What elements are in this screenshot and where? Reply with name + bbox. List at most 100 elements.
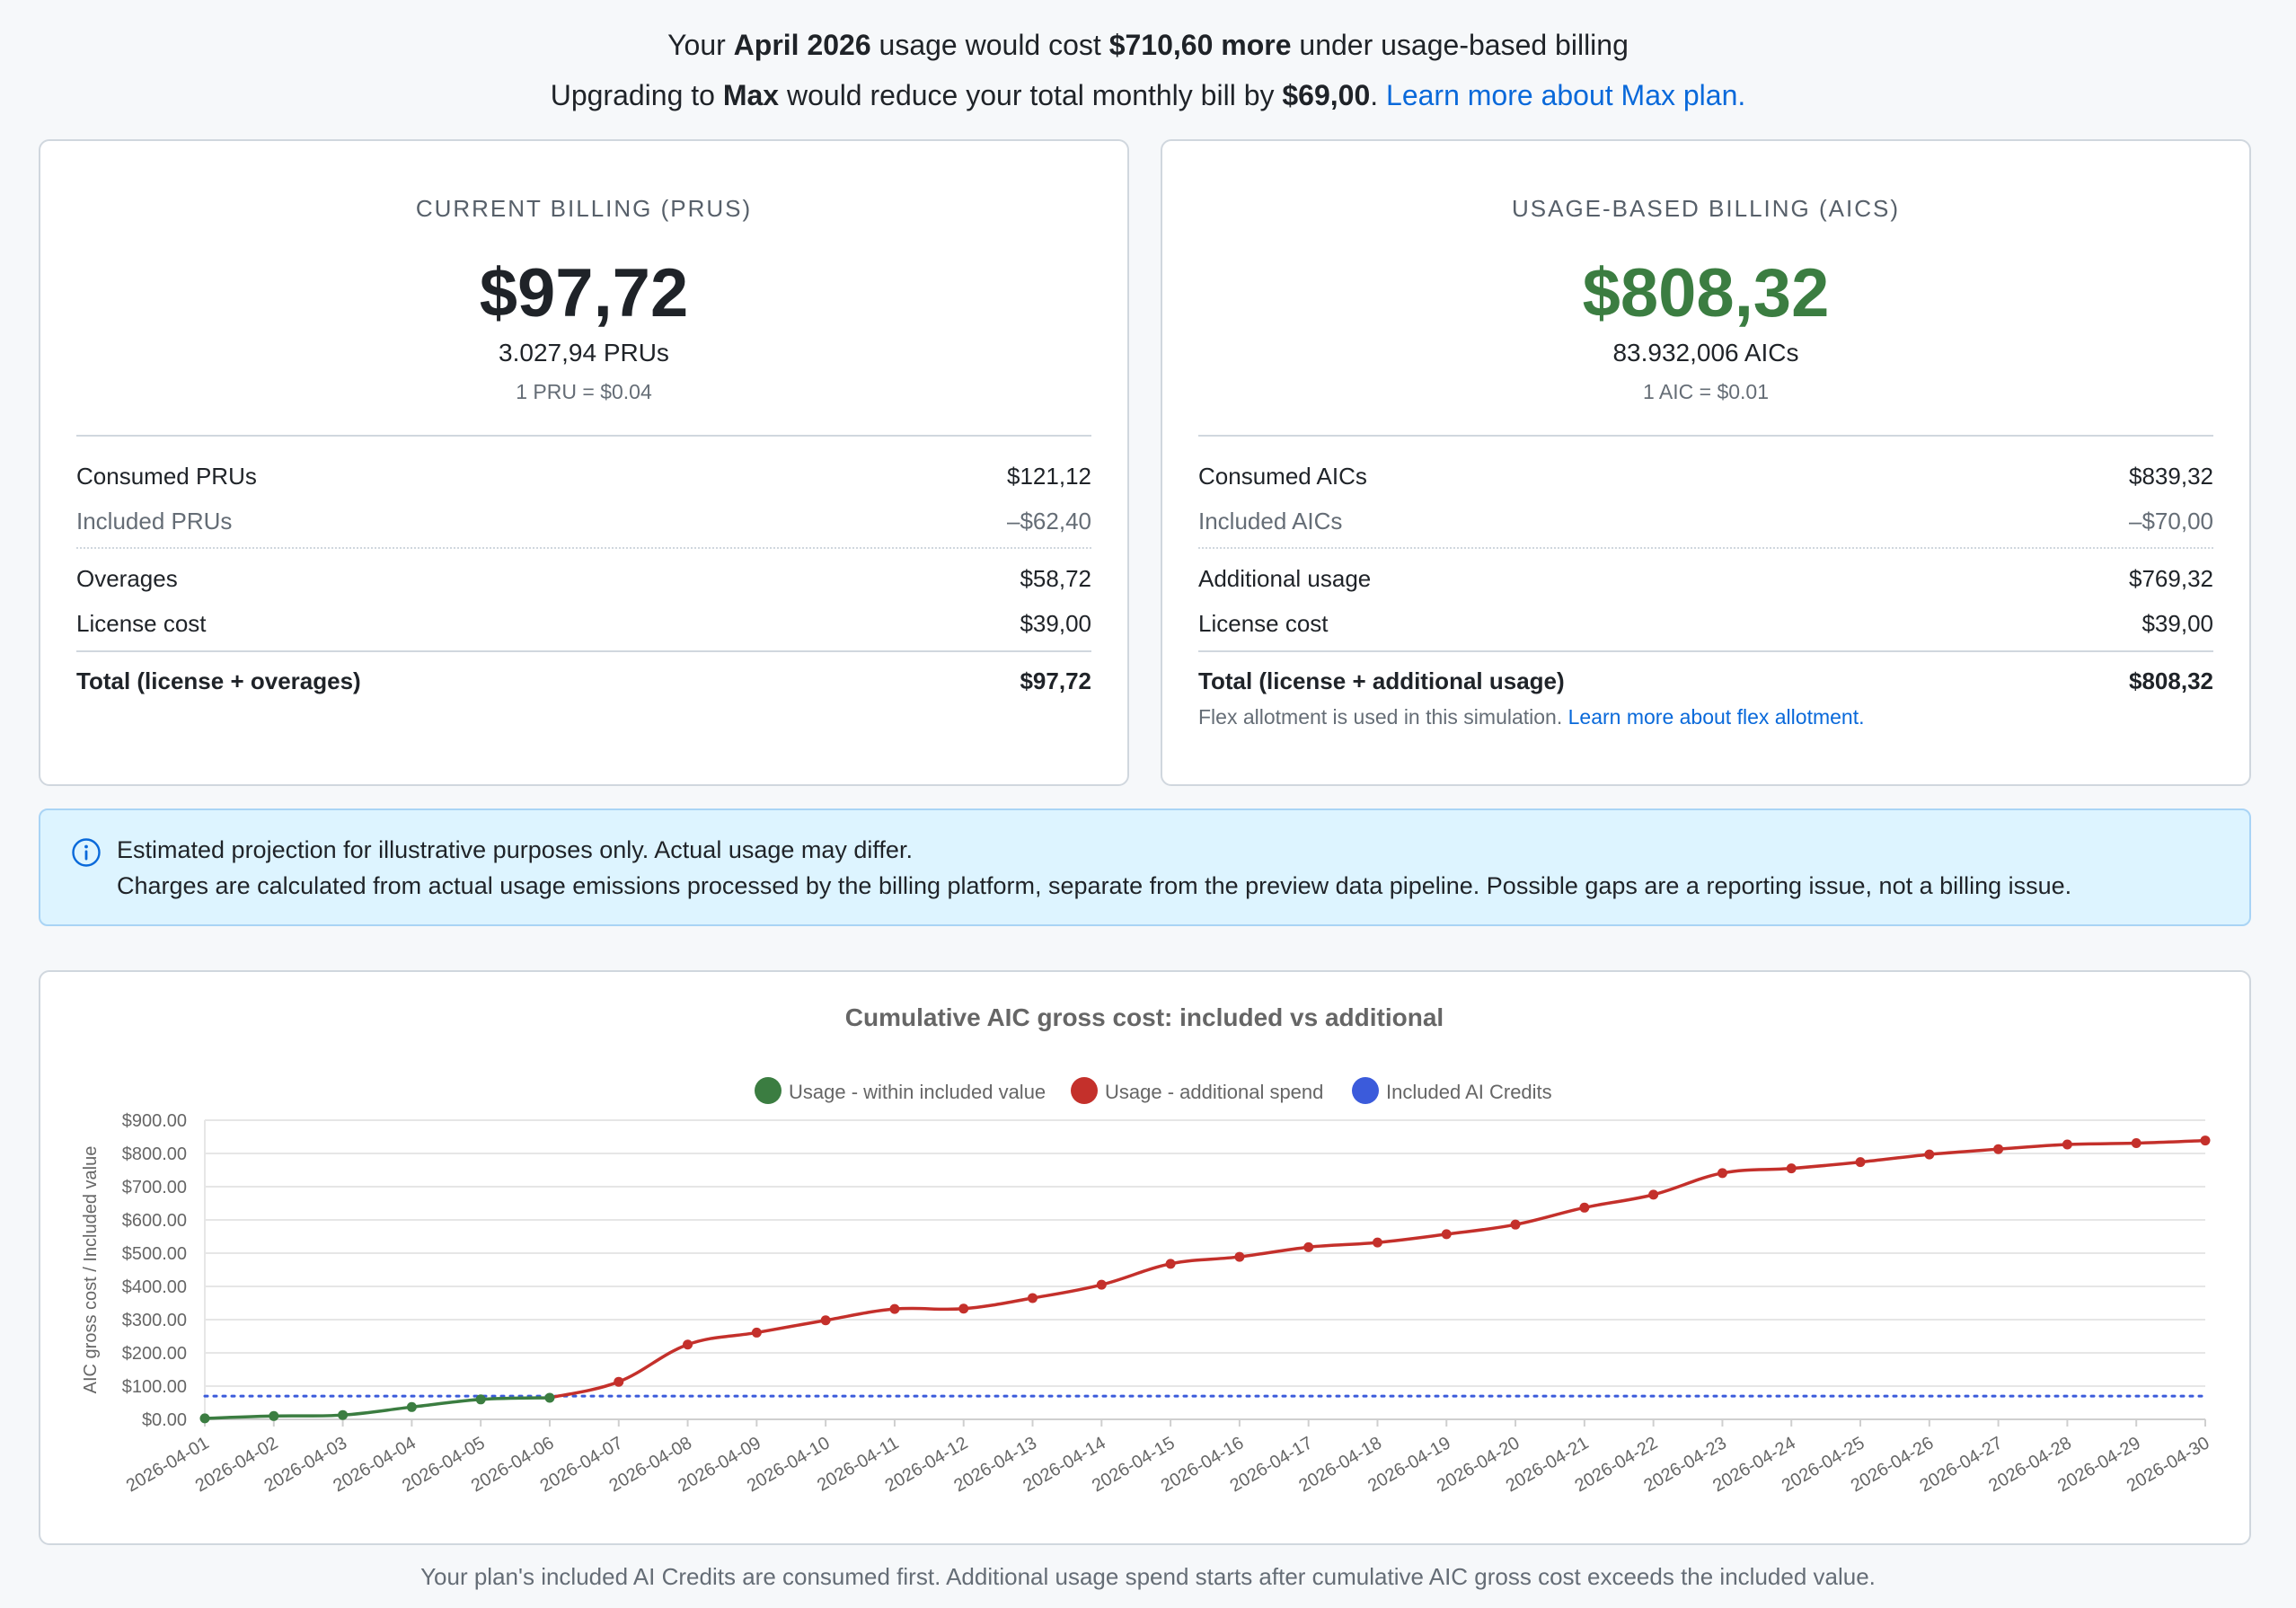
row-value: $39,00 [2141,610,2213,637]
row-value: $39,00 [1020,610,1091,637]
card-heading: USAGE-BASED BILLING (AICS) [1512,195,1900,222]
banner-month: April 2026 [733,29,871,61]
banner-extra-cost: $710,60 more [1108,29,1292,61]
divider [1198,435,2213,437]
data-point-additional-spend [1441,1229,1452,1240]
upgrade-banner: Upgrading to Max would reduce your total… [0,77,2296,113]
row-label: Included PRUs [76,508,233,535]
banner-text: Your [667,29,734,61]
aic-count: 83.932,006 AICs [1612,339,1799,367]
row-label: Consumed AICs [1198,463,1367,490]
included-prus-row: Included PRUs –$62,40 [76,503,1091,539]
cost-difference-banner: Your April 2026 usage would cost $710,60… [0,27,2296,63]
chart-card: Cumulative AIC gross cost: included vs a… [39,970,2251,1545]
data-point-additional-spend [889,1303,900,1314]
info-disclaimer: Estimated projection for illustrative pu… [117,836,913,863]
data-point-within-included [475,1394,486,1405]
row-value: $97,72 [1020,667,1091,694]
license-cost-row: License cost $39,00 [1198,605,2213,641]
info-callout: Estimated projection for illustrative pu… [39,808,2251,926]
data-point-additional-spend [1993,1144,2004,1154]
usage-billing-amount: $808,32 [1582,255,1830,331]
cumulative-cost-chart: Cumulative AIC gross cost: included vs a… [81,1003,2213,1496]
pru-rate: 1 PRU = $0.04 [516,380,652,403]
data-point-additional-spend [1579,1202,1590,1213]
y-tick-label: $700.00 [122,1178,187,1197]
card-heading: CURRENT BILLING (PRUS) [415,195,753,222]
divider [1198,650,2213,652]
divider [76,650,1091,652]
row-value: $121,12 [1007,463,1091,490]
consumed-prus-row: Consumed PRUs $121,12 [76,458,1091,494]
y-tick-label: $900.00 [122,1111,187,1131]
data-point-additional-spend [1855,1157,1866,1168]
data-point-additional-spend [751,1327,762,1338]
banner-savings: $69,00 [1282,79,1371,111]
row-label: Overages [76,565,178,592]
footer-note: Your plan's included AI Credits are cons… [420,1563,1876,1590]
data-point-additional-spend [1234,1251,1245,1262]
series-line-within-included [204,1396,551,1420]
row-label: Total (license + overages) [76,667,361,694]
divider [76,435,1091,437]
data-point-within-included [406,1401,417,1412]
banner-text: Upgrading to [550,79,723,111]
chart-title: Cumulative AIC gross cost: included vs a… [845,1003,1444,1031]
y-axis-title: AIC gross cost / Included value [81,1146,101,1394]
additional-usage-row: Additional usage $769,32 [1198,561,2213,596]
data-point-additional-spend [1303,1241,1314,1252]
y-tick-label: $600.00 [122,1211,187,1231]
y-tick-label: $400.00 [122,1277,187,1297]
row-label: Additional usage [1198,565,1372,592]
legend-label: Usage - additional spend [1105,1081,1323,1103]
data-point-additional-spend [614,1376,624,1387]
usage-based-billing-card: USAGE-BASED BILLING (AICS) $808,32 83.93… [1161,139,2251,786]
data-point-additional-spend [2131,1138,2141,1149]
data-point-additional-spend [2200,1135,2211,1146]
legend-swatch [1352,1077,1379,1104]
consumed-aics-row: Consumed AICs $839,32 [1198,458,2213,494]
row-label: License cost [76,610,207,637]
data-point-additional-spend [1717,1168,1727,1179]
banner-plan: Max [722,79,780,111]
banner-text: under usage-based billing [1291,29,1629,61]
row-value: $58,72 [1020,565,1091,592]
data-point-additional-spend [1096,1279,1107,1290]
data-point-additional-spend [1372,1237,1382,1248]
row-label: Total (license + additional usage) [1198,667,1565,694]
banner-text: would reduce your total monthly bill by [779,79,1283,111]
data-point-additional-spend [1165,1259,1176,1269]
flex-allotment-note: Flex allotment is used in this simulatio… [1198,705,1864,729]
current-billing-card: CURRENT BILLING (PRUS) $97,72 3.027,94 P… [39,139,1129,786]
data-point-within-included [544,1392,555,1403]
y-tick-label: $300.00 [122,1311,187,1330]
y-tick-label: $100.00 [122,1377,187,1397]
legend-swatch [1071,1077,1098,1104]
data-point-additional-spend [958,1303,969,1314]
row-value: –$70,00 [2129,508,2213,535]
row-value: –$62,40 [1007,508,1091,535]
max-plan-link[interactable]: Learn more about Max plan. [1386,79,1746,111]
info-circle-icon [72,838,101,867]
row-value: $839,32 [2129,463,2213,490]
data-point-within-included [199,1413,210,1424]
flex-allotment-link[interactable]: Learn more about flex allotment. [1567,705,1865,729]
y-tick-label: $0.00 [142,1410,187,1430]
row-label: Consumed PRUs [76,463,257,490]
data-point-additional-spend [1028,1293,1038,1303]
banner-text: . [1370,79,1387,111]
legend-label: Included AI Credits [1386,1081,1552,1103]
y-tick-label: $500.00 [122,1244,187,1264]
series-line-additional-spend [549,1138,2206,1400]
banner-text: usage would cost [870,29,1109,61]
data-point-within-included [338,1409,349,1420]
data-point-additional-spend [1924,1149,1935,1160]
current-billing-amount: $97,72 [479,255,689,331]
data-point-within-included [269,1410,279,1421]
total-row: Total (license + additional usage) $808,… [1198,663,2213,699]
y-tick-label: $200.00 [122,1344,187,1364]
row-value: $808,32 [2129,667,2213,694]
divider [1198,547,2213,549]
data-point-additional-spend [1648,1189,1659,1200]
info-detail: Charges are calculated from actual usage… [117,872,2072,899]
